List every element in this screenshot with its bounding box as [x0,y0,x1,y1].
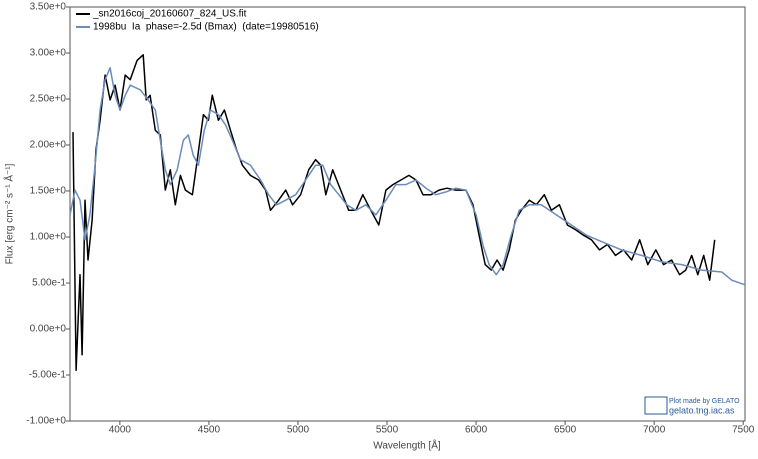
y-tick-label: -5.00e-1 [29,370,67,381]
y-tick-label: 2.00e+0 [30,140,67,151]
x-tick-label: 5500 [376,425,399,436]
credit-logo [644,396,668,415]
y-tick-label: 3.00e+0 [30,48,67,59]
y-tick-label: 2.50e+0 [30,94,67,105]
y-tick-label: 1.00e+0 [30,232,67,243]
x-tick-label: 7000 [643,425,666,436]
plot-area [69,6,746,422]
x-tick-label: 4000 [109,425,132,436]
credit: Plot made by GELATO gelato.tng.iac.as [644,396,740,415]
spectrum-line [72,54,716,372]
y-tick-label: 3.50e+0 [30,2,67,13]
x-tick-label: 6500 [554,425,577,436]
y-axis-label: Flux [erg cm⁻² s⁻¹ Å⁻¹] [3,163,16,264]
x-axis-label: Wavelength [Å] [373,439,441,452]
spectrum-line [69,66,746,286]
x-tick-label: 7500 [732,425,755,436]
legend-label: _sn2016coj_20160607_824_US.fit [92,9,247,20]
x-tick-label: 6000 [465,425,488,436]
y-tick-label: 5.00e-1 [32,278,66,289]
y-tick-label: -1.00e+0 [26,416,66,427]
y-tick-label: 0.00e+0 [30,324,67,335]
legend-label: 1998bu Ia phase=-2.5d (Bmax) (date=19980… [93,22,319,33]
x-tick-label: 4500 [198,425,221,436]
y-tick-label: 1.50e+0 [30,186,67,197]
x-tick-label: 5000 [287,425,310,436]
credit-line: Plot made by GELATO [669,398,740,405]
credit-url: gelato.tng.iac.as [669,405,735,415]
